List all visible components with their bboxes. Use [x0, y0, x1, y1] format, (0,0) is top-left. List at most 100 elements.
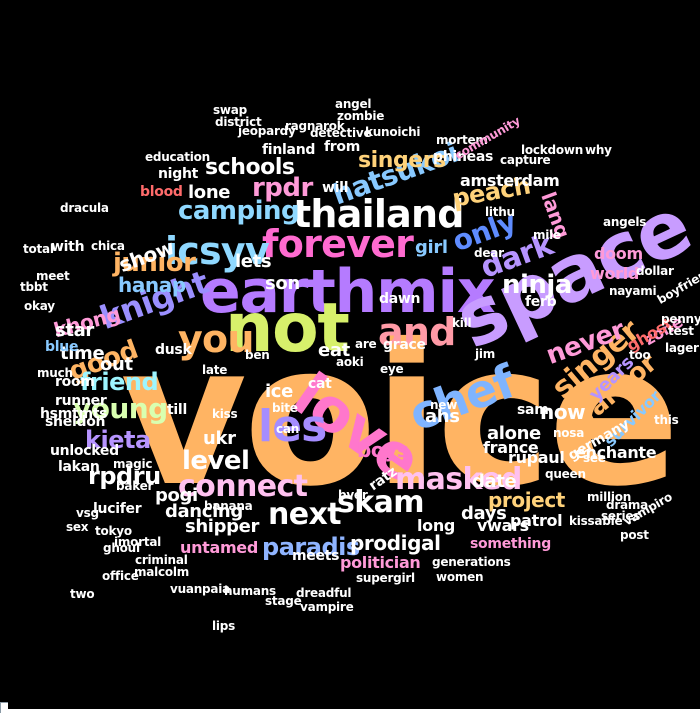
- word-kieta: kieta: [85, 426, 151, 454]
- word-late: late: [202, 363, 228, 377]
- word-ice: ice: [265, 381, 293, 402]
- word-masked: masked: [395, 462, 522, 497]
- word-much: much: [37, 366, 73, 380]
- word-can: can: [276, 422, 300, 436]
- word-bver: bver: [338, 488, 368, 502]
- word-tokyo: tokyo: [95, 524, 132, 538]
- word-kiss: kiss: [212, 407, 238, 421]
- word-aoki: aoki: [336, 355, 364, 369]
- word-till: till: [167, 402, 187, 418]
- word-new: new: [430, 398, 458, 412]
- word-sheldon: sheldon: [45, 414, 106, 430]
- word-out: out: [100, 354, 133, 375]
- word-series: series: [601, 509, 641, 523]
- word-finland: finland: [262, 142, 316, 158]
- word-amsterdam: amsterdam: [460, 171, 560, 190]
- word-ragnarok: ragnarok: [285, 119, 345, 133]
- word-lets: lets: [235, 251, 272, 272]
- word-lone: lone: [188, 182, 231, 203]
- word-connect: connect: [178, 469, 308, 504]
- word-voice: voice: [120, 302, 680, 529]
- bottom-strip: [0, 709, 700, 713]
- word-baker: baker: [116, 479, 154, 493]
- word-criminal: criminal: [135, 553, 188, 567]
- word-project: project: [488, 488, 565, 512]
- word-not: not: [225, 289, 350, 368]
- word-queen: queen: [545, 467, 586, 481]
- word-boys: boys: [357, 438, 409, 462]
- word-doom: doom: [594, 244, 643, 263]
- word-capture: capture: [500, 153, 551, 167]
- word-bite: bite: [272, 401, 298, 415]
- word-will: will: [322, 180, 349, 196]
- word-unlocked: unlocked: [50, 443, 119, 459]
- word-women: women: [436, 570, 484, 584]
- word-see: see: [583, 451, 606, 465]
- word-date: date: [472, 471, 517, 492]
- word-earthmix: earthmix: [200, 257, 496, 327]
- word-thailand: thailand: [293, 192, 464, 236]
- word-les: les: [258, 401, 327, 452]
- word-too: too: [629, 348, 651, 362]
- word-grace: grace: [383, 337, 426, 353]
- word-vwars: vwars: [477, 516, 529, 535]
- word-detective: detective: [310, 126, 372, 140]
- word-generations: generations: [432, 555, 511, 569]
- word-mile: mile: [533, 228, 561, 242]
- word-malcolm: malcolm: [134, 565, 190, 579]
- word-lockdown: lockdown: [521, 143, 583, 157]
- word-vuanpaia: vuanpaia: [170, 582, 230, 596]
- word-patrol: patrol: [510, 511, 563, 530]
- word-hsmtmts: hsmtmts: [40, 406, 108, 422]
- word-stage: stage: [265, 594, 302, 608]
- word-next: next: [268, 497, 342, 532]
- word-you: you: [178, 317, 254, 361]
- word-skam: skam: [337, 485, 425, 520]
- word-vampire: vampire: [300, 600, 354, 614]
- word-rupaul: rupaul: [508, 448, 565, 467]
- word-phineas: phineas: [433, 149, 494, 165]
- word-are: are: [355, 337, 377, 351]
- word-dear: dear: [474, 246, 504, 260]
- word-level: level: [182, 446, 250, 476]
- word-lager: lager: [665, 341, 699, 355]
- word-lucifer: lucifer: [93, 501, 142, 517]
- word-sam: sam: [517, 402, 549, 418]
- word-with: with: [51, 239, 85, 255]
- word-forever: forever: [262, 222, 414, 266]
- word-mortem: mortem: [436, 133, 488, 147]
- word-kissable: kissable: [569, 514, 623, 528]
- word-angels: angels: [603, 215, 647, 229]
- word-pogi: pogi: [155, 485, 198, 506]
- word-night: night: [158, 166, 199, 182]
- word-dawn: dawn: [379, 291, 421, 307]
- word-camping: camping: [178, 196, 300, 226]
- word-million: million: [587, 490, 632, 504]
- word-dollar: dollar: [636, 264, 674, 278]
- word-supergirl: supergirl: [356, 571, 415, 585]
- word-young: young: [73, 392, 168, 425]
- corner-mark: [0, 702, 8, 713]
- word-jeopardy: jeopardy: [238, 124, 296, 138]
- word-ferb: ferb: [525, 294, 557, 310]
- word-something: something: [470, 536, 551, 552]
- word-prodigal: prodigal: [350, 531, 441, 555]
- word-chica: chica: [91, 239, 125, 253]
- word-icsyv: icsyv: [165, 229, 270, 273]
- word-two: two: [70, 587, 95, 601]
- word-dreadful: dreadful: [296, 586, 352, 600]
- word-lakan: lakan: [58, 459, 100, 475]
- word-test: test: [668, 324, 694, 338]
- word-magic: magic: [113, 457, 153, 471]
- word-girl: girl: [415, 237, 448, 258]
- word-france: france: [483, 438, 539, 457]
- word-drama: drama: [606, 498, 649, 512]
- word-meet: meet: [36, 269, 70, 283]
- word-rpdr: rpdr: [252, 173, 313, 203]
- word-junior: junior: [113, 248, 196, 278]
- word-rpdru: rpdru: [88, 462, 161, 490]
- word-dancing: dancing: [165, 501, 243, 522]
- word-cat: cat: [308, 376, 332, 392]
